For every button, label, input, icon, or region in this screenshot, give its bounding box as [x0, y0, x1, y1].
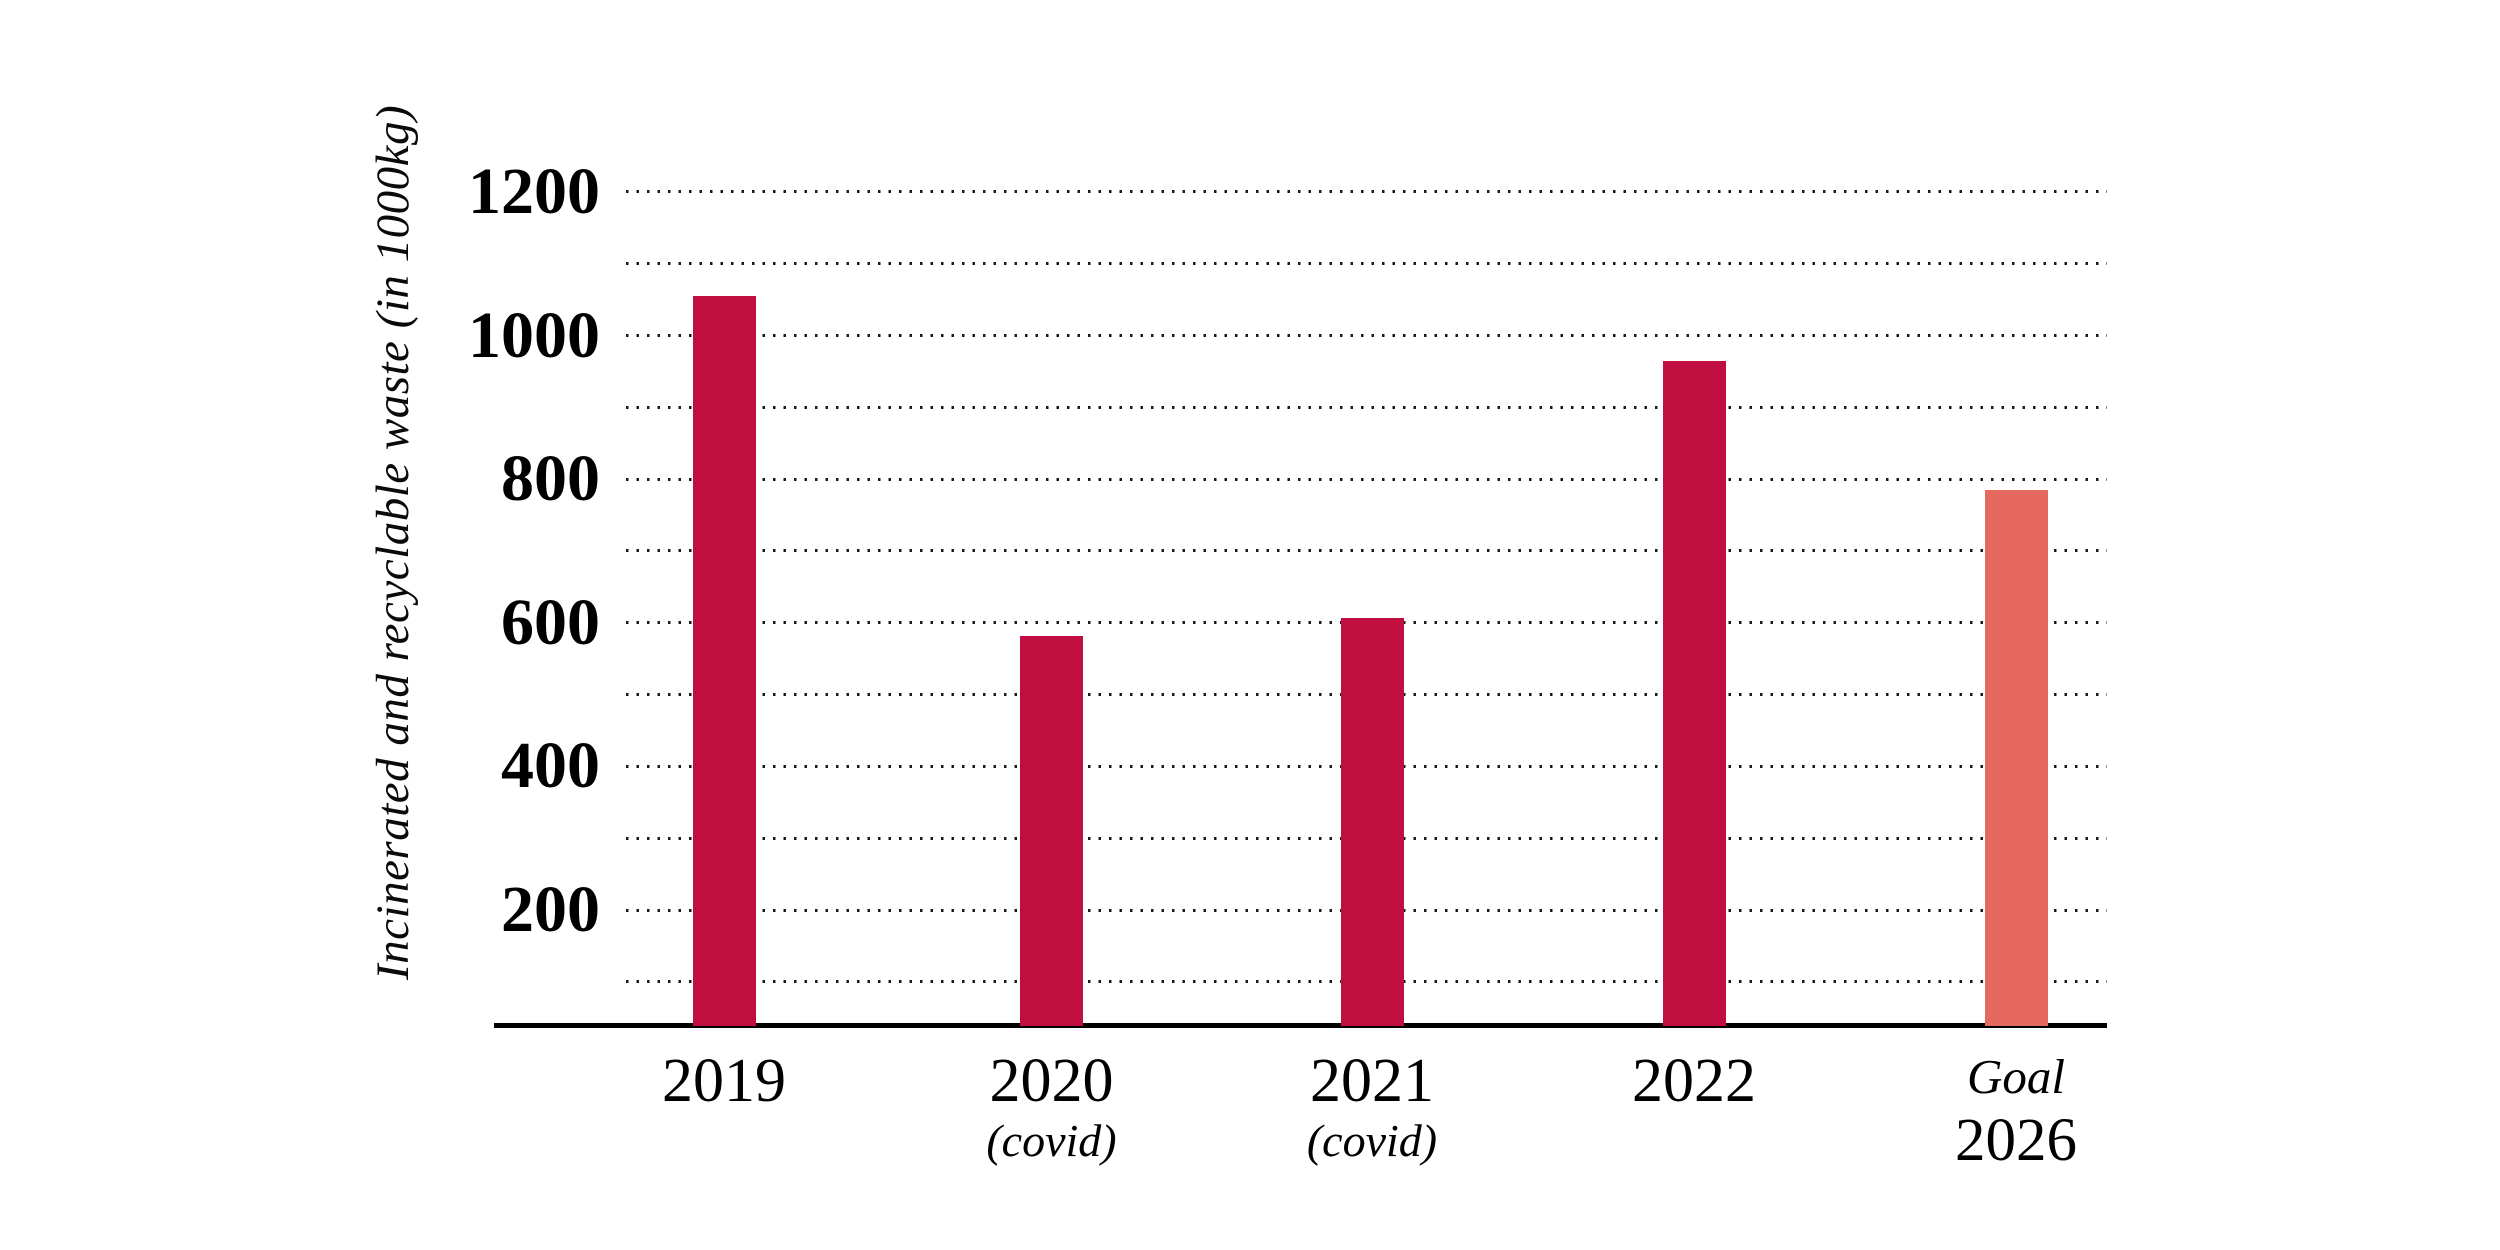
y-tick-label-600: 600 — [501, 585, 600, 659]
x-label-2022: 2022 — [1524, 1050, 1864, 1112]
y-tick-label-1000: 1000 — [468, 298, 600, 372]
x-label-2019: 2019 — [554, 1050, 894, 1112]
x-sublabel-2021: (covid) — [1306, 1115, 1438, 1166]
x-label-text-2019: 2019 — [662, 1047, 786, 1115]
x-sublabel-goal: 2026 — [1955, 1107, 2077, 1174]
x-label-2020: 2020 (covid) — [882, 1050, 1222, 1165]
bar-2020 — [1020, 635, 1083, 1026]
gridline-1200 — [626, 190, 2107, 194]
x-label-goal: Goal 2026 — [1846, 1050, 2186, 1173]
x-label-2021: 2021 (covid) — [1202, 1050, 1542, 1165]
bar-2021 — [1340, 617, 1404, 1026]
y-tick-label-400: 400 — [501, 729, 600, 803]
y-tick-label-200: 200 — [501, 873, 600, 947]
gridline-800 — [626, 477, 2107, 481]
gridline-900 — [626, 405, 2107, 409]
x-sublabel-2020: (covid) — [986, 1115, 1117, 1166]
x-label-text-2021: 2021 — [1310, 1047, 1434, 1115]
x-label-text-2022: 2022 — [1632, 1047, 1756, 1115]
y-tick-label-800: 800 — [501, 442, 600, 516]
x-axis-line — [494, 1023, 2107, 1028]
gridline-1000 — [626, 334, 2107, 338]
gridline-700 — [626, 549, 2107, 553]
bar-2019 — [692, 296, 756, 1026]
x-label-text-goal: Goal — [1967, 1049, 2065, 1104]
x-label-text-2020: 2020 — [989, 1047, 1114, 1115]
bar-2022 — [1662, 360, 1726, 1026]
bar-goal — [1984, 489, 2048, 1026]
y-tick-label-1200: 1200 — [468, 154, 600, 228]
gridline-1100 — [626, 262, 2107, 266]
